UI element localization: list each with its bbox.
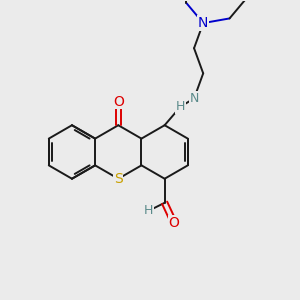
Text: H: H [144,204,153,217]
Text: N: N [189,92,199,105]
Text: S: S [114,172,123,186]
Text: O: O [169,216,179,230]
Text: O: O [113,95,124,109]
Text: H: H [176,100,185,113]
Text: N: N [198,16,208,30]
